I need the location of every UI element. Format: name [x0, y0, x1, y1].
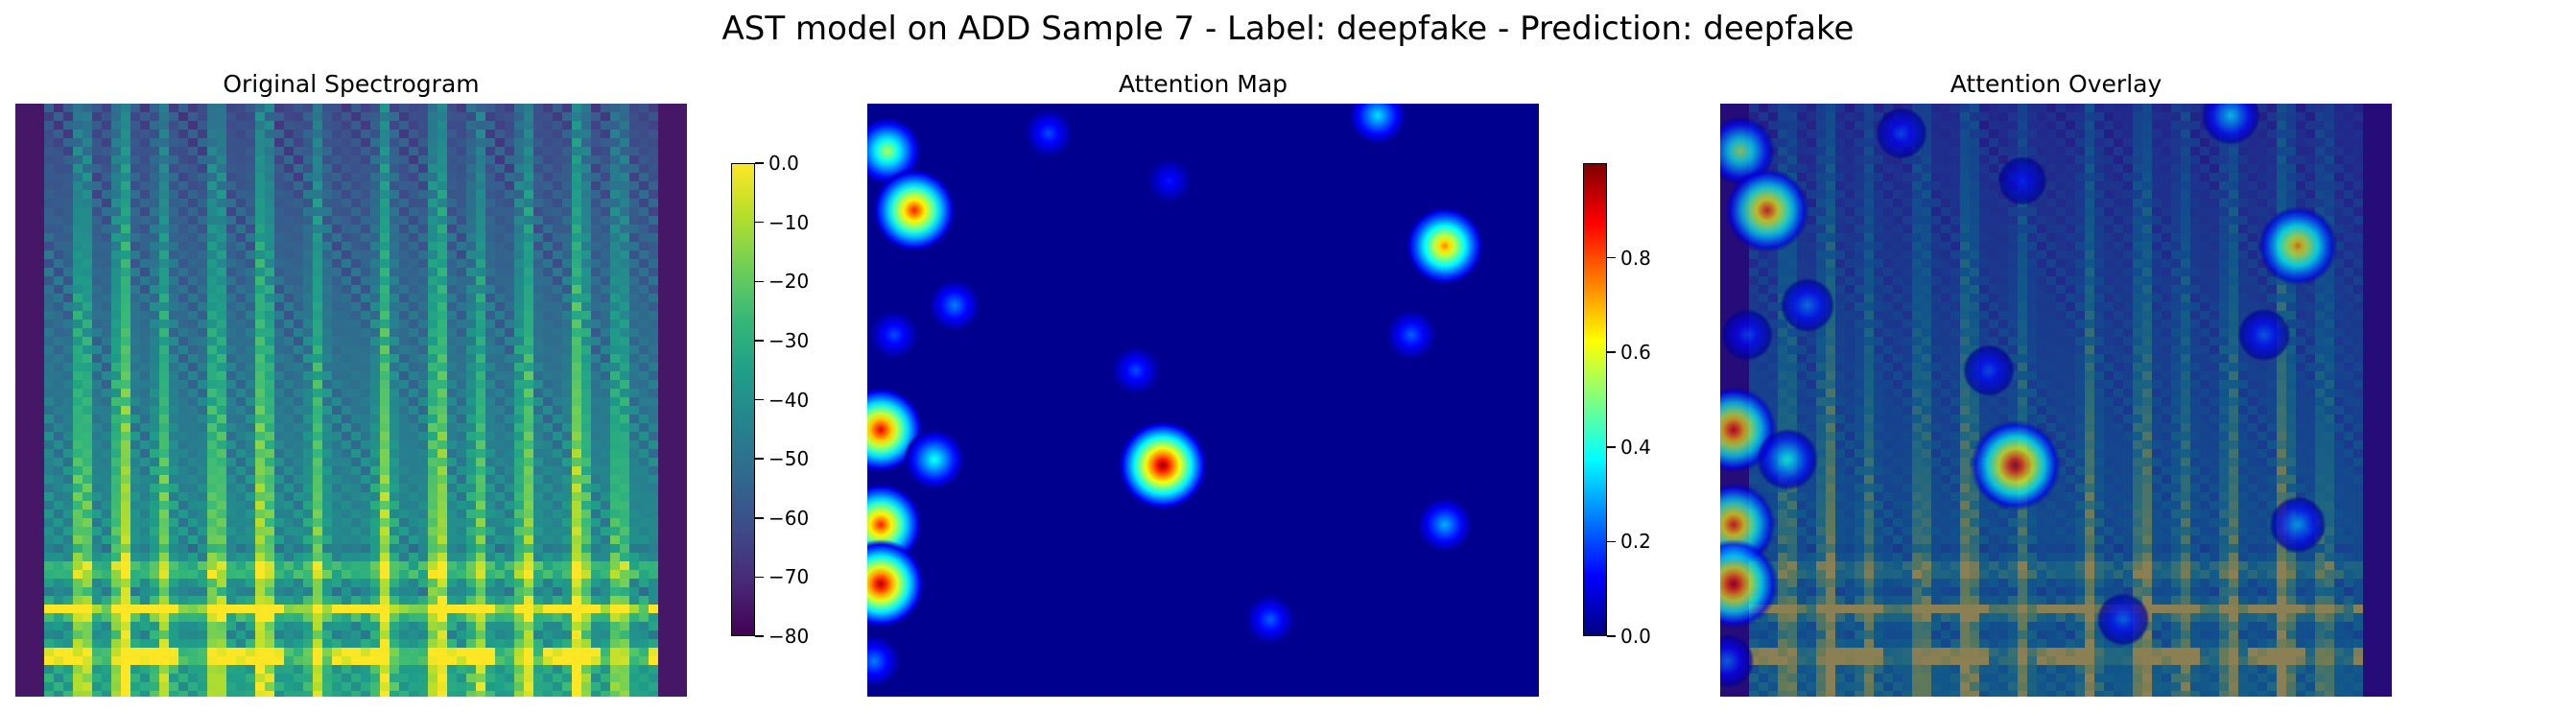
colorbar-attention: [1583, 163, 1607, 636]
colorbar-tick: [755, 635, 764, 637]
colorbar-tick: [1607, 351, 1616, 353]
colorbar-tick-label: −80: [768, 625, 810, 648]
attention-hotspot: [1405, 205, 1485, 286]
attention-hotspot: [927, 277, 982, 333]
attention-overlay-image: [1720, 104, 2392, 697]
colorbar-tick-label: −30: [768, 328, 810, 352]
colorbar-tick: [755, 280, 764, 282]
attention-hotspot: [867, 633, 902, 689]
colorbar-tick-label: −50: [768, 447, 810, 471]
attention-hotspot: [1720, 633, 1755, 689]
colorbar-tick: [1607, 635, 1616, 637]
colorbar-tick: [755, 221, 764, 224]
figure-title: AST model on ADD Sample 7 - Label: deepf…: [721, 10, 1855, 48]
attention-hotspot: [903, 428, 966, 491]
colorbar-tick-label: −60: [768, 506, 810, 530]
colorbar-tick-label: −70: [768, 565, 810, 589]
colorbar-tick-label: 0.8: [1620, 246, 1651, 270]
colorbar-tick: [1607, 446, 1616, 448]
attention-hotspot: [867, 308, 921, 362]
attention-hotspot: [1720, 538, 1779, 629]
attention-hotspot: [2096, 592, 2150, 647]
attention-hotspot: [867, 538, 926, 629]
colorbar-tick-label: −20: [768, 270, 810, 294]
colorbar-tick-label: 0.2: [1620, 530, 1651, 554]
colorbar-tick-label: −10: [768, 210, 810, 234]
attention-hotspot: [2237, 308, 2291, 362]
colorbar-spectrogram: [731, 163, 755, 636]
attention-hotspot: [1997, 155, 2047, 206]
colorbar-tick: [755, 340, 764, 342]
colorbar-tick-label: 0.0: [768, 152, 799, 175]
colorbar-tick-label: 0.4: [1620, 435, 1651, 459]
attention-hotspot: [1970, 419, 2062, 511]
colorbar-tick: [1607, 540, 1616, 543]
attention-hotspot: [1720, 308, 1774, 362]
attention-hotspot: [1756, 428, 1819, 491]
colorbar-tick: [755, 517, 764, 519]
attention-hotspot: [2200, 104, 2261, 146]
colorbar-tick: [755, 398, 764, 401]
attention-hotspot: [1243, 592, 1297, 647]
colorbar-tick-label: 0.6: [1620, 341, 1651, 365]
colorbar-tick-label: −40: [768, 388, 810, 412]
spectrogram-image: [15, 104, 687, 697]
attention-hotspot: [1416, 495, 1474, 554]
colorbar-tick: [755, 458, 764, 460]
attention-hotspot: [1780, 277, 1835, 333]
attention-hotspot: [1109, 344, 1163, 397]
colorbar-tick: [755, 576, 764, 579]
attention-map-image: [867, 104, 1539, 697]
colorbar-tick-label: 0.0: [1620, 625, 1651, 648]
attention-hotspot: [1875, 107, 1928, 160]
panel-title-attention-map: Attention Map: [1118, 70, 1288, 98]
colorbar-tick: [1607, 256, 1616, 259]
attention-hotspot: [1117, 419, 1209, 511]
panel-title-spectrogram: Original Spectrogram: [223, 70, 480, 98]
attention-hotspot: [1145, 155, 1194, 206]
colorbar-tick: [755, 162, 764, 164]
attention-hotspot: [871, 168, 957, 253]
attention-hotspot: [2257, 205, 2338, 286]
panel-title-overlay: Attention Overlay: [1950, 70, 2162, 98]
attention-hotspot: [1384, 308, 1438, 362]
attention-hotspot: [1022, 107, 1075, 160]
attention-hotspot: [2269, 495, 2327, 554]
attention-hotspot: [1962, 344, 2016, 397]
attention-hotspot: [1724, 168, 1810, 253]
attention-hotspot: [1347, 104, 1408, 146]
